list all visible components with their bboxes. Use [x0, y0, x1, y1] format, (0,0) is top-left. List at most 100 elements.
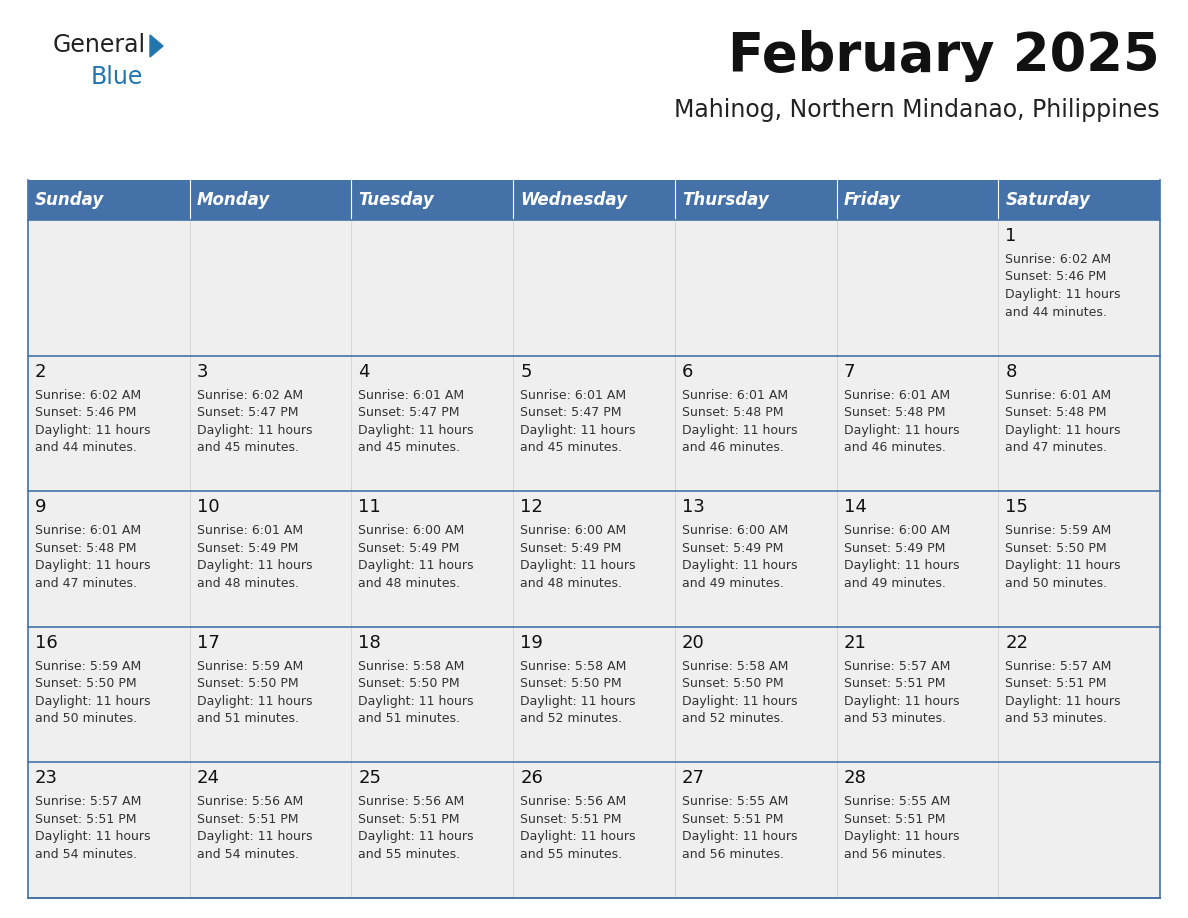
- Text: Daylight: 11 hours: Daylight: 11 hours: [843, 831, 959, 844]
- Text: 4: 4: [359, 363, 369, 381]
- Bar: [675, 627, 836, 763]
- Text: 13: 13: [682, 498, 704, 516]
- Text: Daylight: 11 hours: Daylight: 11 hours: [197, 559, 312, 572]
- Bar: [352, 180, 513, 220]
- Bar: [352, 763, 513, 898]
- Text: and 48 minutes.: and 48 minutes.: [359, 577, 461, 589]
- Text: Sunset: 5:48 PM: Sunset: 5:48 PM: [1005, 406, 1107, 420]
- Text: Daylight: 11 hours: Daylight: 11 hours: [1005, 288, 1120, 301]
- Bar: [29, 220, 190, 355]
- Text: Sunset: 5:49 PM: Sunset: 5:49 PM: [682, 542, 783, 554]
- Bar: [513, 627, 675, 763]
- Text: Sunset: 5:48 PM: Sunset: 5:48 PM: [34, 542, 137, 554]
- Bar: [998, 627, 1159, 763]
- Text: Sunset: 5:48 PM: Sunset: 5:48 PM: [843, 406, 946, 420]
- Text: Sunrise: 5:57 AM: Sunrise: 5:57 AM: [1005, 660, 1112, 673]
- Text: Sunrise: 5:56 AM: Sunrise: 5:56 AM: [359, 795, 465, 809]
- Text: Daylight: 11 hours: Daylight: 11 hours: [682, 423, 797, 437]
- Text: Saturday: Saturday: [1005, 191, 1091, 209]
- Bar: [998, 220, 1159, 355]
- Text: Monday: Monday: [197, 191, 270, 209]
- Bar: [190, 763, 352, 898]
- Text: Sunrise: 6:01 AM: Sunrise: 6:01 AM: [682, 388, 788, 401]
- Bar: [998, 491, 1159, 627]
- Text: Sunrise: 6:01 AM: Sunrise: 6:01 AM: [843, 388, 949, 401]
- Text: and 53 minutes.: and 53 minutes.: [1005, 712, 1107, 725]
- Text: 22: 22: [1005, 633, 1029, 652]
- Text: Sunday: Sunday: [34, 191, 105, 209]
- Text: Daylight: 11 hours: Daylight: 11 hours: [682, 695, 797, 708]
- Text: Sunset: 5:51 PM: Sunset: 5:51 PM: [1005, 677, 1107, 690]
- Bar: [513, 220, 675, 355]
- Bar: [675, 763, 836, 898]
- Bar: [190, 220, 352, 355]
- Text: Daylight: 11 hours: Daylight: 11 hours: [34, 423, 151, 437]
- Text: Daylight: 11 hours: Daylight: 11 hours: [520, 695, 636, 708]
- Text: Sunrise: 5:58 AM: Sunrise: 5:58 AM: [520, 660, 626, 673]
- Text: 27: 27: [682, 769, 704, 788]
- Text: and 55 minutes.: and 55 minutes.: [520, 848, 623, 861]
- Bar: [675, 355, 836, 491]
- Text: Sunrise: 6:01 AM: Sunrise: 6:01 AM: [1005, 388, 1112, 401]
- Text: and 45 minutes.: and 45 minutes.: [359, 442, 461, 454]
- Text: Sunrise: 5:58 AM: Sunrise: 5:58 AM: [682, 660, 788, 673]
- Text: and 52 minutes.: and 52 minutes.: [682, 712, 784, 725]
- Text: Blue: Blue: [91, 65, 144, 89]
- Bar: [513, 355, 675, 491]
- Text: 2: 2: [34, 363, 46, 381]
- Text: and 46 minutes.: and 46 minutes.: [843, 442, 946, 454]
- Text: Sunrise: 6:01 AM: Sunrise: 6:01 AM: [359, 388, 465, 401]
- Text: 17: 17: [197, 633, 220, 652]
- Bar: [675, 220, 836, 355]
- Text: Sunset: 5:48 PM: Sunset: 5:48 PM: [682, 406, 783, 420]
- Text: February 2025: February 2025: [728, 30, 1159, 82]
- Text: and 47 minutes.: and 47 minutes.: [1005, 442, 1107, 454]
- Text: Daylight: 11 hours: Daylight: 11 hours: [520, 423, 636, 437]
- Bar: [352, 491, 513, 627]
- Text: Daylight: 11 hours: Daylight: 11 hours: [843, 695, 959, 708]
- Text: and 51 minutes.: and 51 minutes.: [197, 712, 298, 725]
- Text: Sunrise: 6:02 AM: Sunrise: 6:02 AM: [34, 388, 141, 401]
- Text: Sunrise: 6:00 AM: Sunrise: 6:00 AM: [359, 524, 465, 537]
- Text: 11: 11: [359, 498, 381, 516]
- Polygon shape: [150, 35, 163, 57]
- Text: Sunrise: 5:58 AM: Sunrise: 5:58 AM: [359, 660, 465, 673]
- Text: and 56 minutes.: and 56 minutes.: [843, 848, 946, 861]
- Bar: [190, 355, 352, 491]
- Text: Sunrise: 5:59 AM: Sunrise: 5:59 AM: [34, 660, 141, 673]
- Text: Daylight: 11 hours: Daylight: 11 hours: [34, 695, 151, 708]
- Text: Daylight: 11 hours: Daylight: 11 hours: [359, 695, 474, 708]
- Text: Sunset: 5:49 PM: Sunset: 5:49 PM: [359, 542, 460, 554]
- Bar: [836, 180, 998, 220]
- Bar: [998, 355, 1159, 491]
- Text: Sunset: 5:51 PM: Sunset: 5:51 PM: [682, 813, 783, 826]
- Text: 14: 14: [843, 498, 866, 516]
- Text: Tuesday: Tuesday: [359, 191, 434, 209]
- Text: and 56 minutes.: and 56 minutes.: [682, 848, 784, 861]
- Bar: [29, 491, 190, 627]
- Bar: [513, 763, 675, 898]
- Text: Sunset: 5:49 PM: Sunset: 5:49 PM: [843, 542, 944, 554]
- Text: Friday: Friday: [843, 191, 901, 209]
- Text: Daylight: 11 hours: Daylight: 11 hours: [359, 559, 474, 572]
- Text: 8: 8: [1005, 363, 1017, 381]
- Text: Daylight: 11 hours: Daylight: 11 hours: [34, 831, 151, 844]
- Bar: [675, 180, 836, 220]
- Text: and 47 minutes.: and 47 minutes.: [34, 577, 137, 589]
- Text: 1: 1: [1005, 227, 1017, 245]
- Text: Daylight: 11 hours: Daylight: 11 hours: [359, 831, 474, 844]
- Text: and 52 minutes.: and 52 minutes.: [520, 712, 623, 725]
- Text: and 50 minutes.: and 50 minutes.: [34, 712, 137, 725]
- Text: Daylight: 11 hours: Daylight: 11 hours: [197, 831, 312, 844]
- Text: Daylight: 11 hours: Daylight: 11 hours: [1005, 695, 1120, 708]
- Bar: [29, 627, 190, 763]
- Bar: [190, 180, 352, 220]
- Text: Thursday: Thursday: [682, 191, 769, 209]
- Text: Sunrise: 5:55 AM: Sunrise: 5:55 AM: [682, 795, 788, 809]
- Bar: [836, 627, 998, 763]
- Text: and 54 minutes.: and 54 minutes.: [197, 848, 298, 861]
- Text: Daylight: 11 hours: Daylight: 11 hours: [1005, 559, 1120, 572]
- Text: 12: 12: [520, 498, 543, 516]
- Text: Sunset: 5:46 PM: Sunset: 5:46 PM: [34, 406, 137, 420]
- Text: 28: 28: [843, 769, 866, 788]
